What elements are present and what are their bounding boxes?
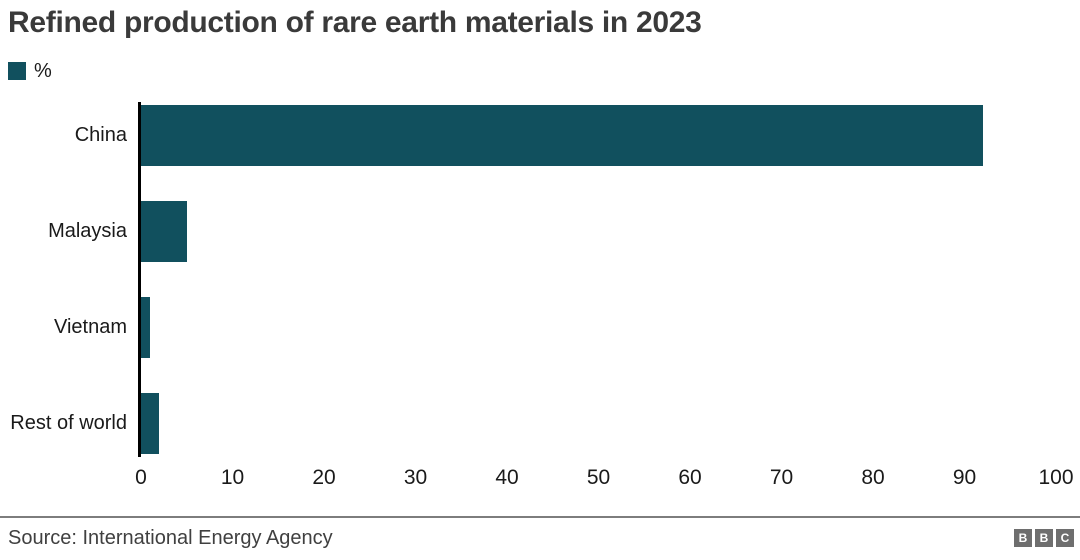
bar-rest-of-world xyxy=(141,393,160,454)
bar-malaysia xyxy=(141,201,187,262)
bbc-logo-block-b2: B xyxy=(1035,529,1053,547)
chart-row: China xyxy=(75,102,1056,198)
x-tick-label: 40 xyxy=(495,466,519,489)
bar-vietnam xyxy=(141,297,151,358)
chart-row: Malaysia xyxy=(48,198,1056,294)
category-label: Vietnam xyxy=(53,316,127,338)
x-axis: 0 10 20 30 40 50 60 70 80 90 100 xyxy=(135,466,1073,492)
legend-label: % xyxy=(34,59,52,82)
category-label: Malaysia xyxy=(48,220,127,242)
bbc-logo-block-c: C xyxy=(1056,529,1074,547)
footer-divider xyxy=(0,516,1080,518)
y-axis-line xyxy=(138,102,141,457)
chart-rows: China Malaysia Vietnam Rest of world xyxy=(10,102,1056,454)
bbc-logo-block-b1: B xyxy=(1014,529,1032,547)
x-tick-label: 80 xyxy=(861,466,885,489)
x-tick-label: 10 xyxy=(220,466,245,489)
x-tick-label: 60 xyxy=(678,466,702,489)
legend-swatch xyxy=(8,62,26,80)
footer: Source: International Energy Agency B B … xyxy=(0,526,1080,550)
category-label: China xyxy=(74,124,127,146)
chart-title: Refined production of rare earth materia… xyxy=(8,6,702,39)
x-tick-label: 0 xyxy=(135,466,147,489)
source-text: Source: International Energy Agency xyxy=(8,526,333,549)
plot-area: China Malaysia Vietnam Rest of world xyxy=(10,102,1056,457)
bar-china xyxy=(141,105,983,166)
x-tick-label: 100 xyxy=(1038,466,1074,489)
category-label: Rest of world xyxy=(10,412,127,434)
x-tick-label: 30 xyxy=(403,466,428,489)
x-tick-label: 70 xyxy=(769,466,794,489)
chart-row: Vietnam xyxy=(54,294,1056,390)
x-tick-label: 20 xyxy=(312,466,336,489)
chart-row: Rest of world xyxy=(10,390,1056,454)
bbc-logo: B B C xyxy=(1014,529,1074,547)
x-tick-label: 50 xyxy=(586,466,611,489)
legend: % xyxy=(8,59,1080,82)
x-tick-label: 90 xyxy=(952,466,977,489)
